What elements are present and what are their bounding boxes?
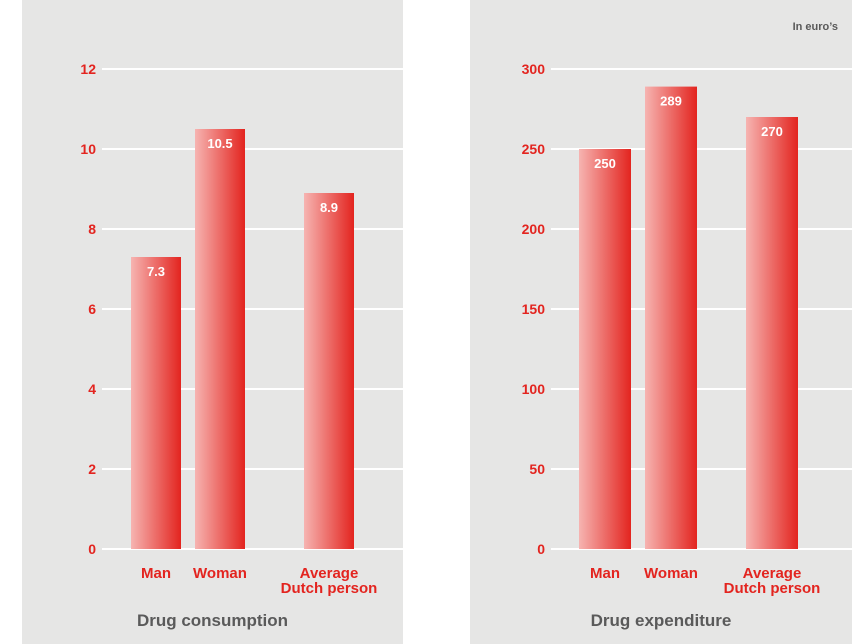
y-tick-label: 0 — [537, 541, 545, 557]
y-tick-label: 4 — [88, 381, 96, 397]
y-tick-label: 2 — [88, 461, 96, 477]
x-category-label: Woman — [193, 565, 247, 582]
y-tick-label: 300 — [522, 61, 546, 77]
x-category-label: Average — [300, 565, 359, 582]
x-category-label: Dutch person — [724, 580, 821, 597]
chart-expenditure: 0 50 100 150 200 250 300 250 289 270 Man Woman Avera… — [470, 0, 852, 644]
chart-consumption: 0 2 4 6 8 10 12 7.3 10.5 8.9 Man Woman AverageDutch … — [22, 0, 403, 644]
bar — [579, 149, 631, 549]
x-category-label: Dutch person — [281, 580, 378, 597]
y-tick-label: 50 — [529, 461, 545, 477]
y-tick-label: 0 — [88, 541, 96, 557]
chart-title: Drug consumption — [137, 611, 288, 630]
x-category-label: Man — [590, 565, 620, 582]
bar — [304, 193, 354, 549]
bar — [746, 117, 798, 549]
x-category-label: Average — [743, 565, 802, 582]
bar-value-label: 7.3 — [147, 264, 165, 279]
bar-value-label: 289 — [660, 94, 682, 109]
bar-value-label: 270 — [761, 124, 783, 139]
bar — [195, 129, 245, 549]
y-tick-label: 200 — [522, 221, 546, 237]
y-tick-label: 100 — [522, 381, 546, 397]
bar-value-label: 8.9 — [320, 200, 338, 215]
x-category-label: Man — [141, 565, 171, 582]
y-tick-label: 150 — [522, 301, 546, 317]
unit-note: In euro’s — [793, 21, 838, 33]
bar — [645, 86, 697, 549]
chart-title: Drug expenditure — [591, 611, 732, 630]
y-tick-label: 10 — [80, 141, 96, 157]
y-tick-label: 8 — [88, 221, 96, 237]
x-category-label: Woman — [644, 565, 698, 582]
bar-value-label: 250 — [594, 156, 616, 171]
y-tick-label: 12 — [80, 61, 96, 77]
y-tick-label: 6 — [88, 301, 96, 317]
bar — [131, 257, 181, 549]
bar-value-label: 10.5 — [207, 136, 232, 151]
y-tick-label: 250 — [522, 141, 546, 157]
